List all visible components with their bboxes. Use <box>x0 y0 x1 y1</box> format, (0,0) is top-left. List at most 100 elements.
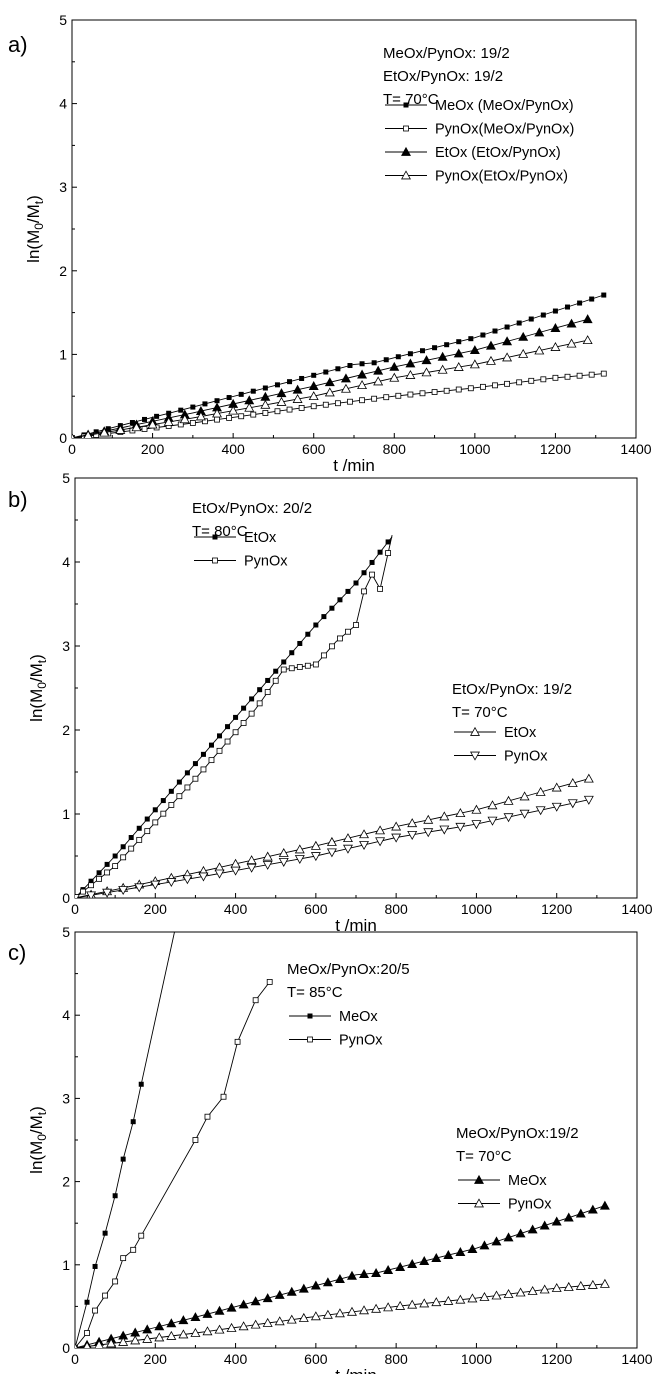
data-point <box>407 818 418 828</box>
data-point <box>212 408 223 418</box>
data-point <box>138 1081 144 1087</box>
legend-1: MeOx/PynOx: 19/2 EtOx/PynOx: 19/2 T= 70°C… <box>383 45 574 185</box>
series-line <box>75 799 589 898</box>
data-point <box>217 733 223 739</box>
data-point <box>80 888 86 895</box>
data-point <box>566 338 577 348</box>
data-point <box>150 880 161 890</box>
data-point <box>296 664 303 670</box>
data-point <box>299 375 305 381</box>
y-axis-label-part: ln(M <box>27 1141 46 1174</box>
data-point <box>72 432 75 438</box>
legend-2: EtOx/PynOx: 19/2 T= 70°C EtOx PynOx <box>452 681 572 765</box>
data-point <box>419 1256 430 1265</box>
data-point <box>534 327 545 337</box>
data-point <box>238 413 245 420</box>
data-point <box>168 802 175 808</box>
data-point <box>551 1216 562 1226</box>
data-point <box>407 830 418 840</box>
data-point <box>551 1282 562 1292</box>
data-point <box>152 819 159 826</box>
data-point <box>112 1193 118 1199</box>
data-point <box>467 1293 478 1303</box>
data-point <box>359 1268 370 1278</box>
data-point <box>228 405 239 415</box>
data-point <box>160 798 166 804</box>
data-point <box>142 1324 153 1334</box>
data-point <box>250 388 256 394</box>
x-axis-label: t /min <box>335 916 377 935</box>
data-point <box>527 1285 538 1295</box>
data-point <box>601 292 607 298</box>
data-point <box>431 1253 442 1262</box>
x-tick-label: 1400 <box>620 441 651 457</box>
data-point <box>310 1311 321 1321</box>
data-point <box>112 863 119 869</box>
data-point <box>176 779 182 785</box>
data-point <box>298 405 305 411</box>
data-point <box>443 1250 454 1259</box>
data-point <box>178 407 184 413</box>
legend-entry-label: MeOx <box>339 1009 378 1025</box>
data-point <box>230 866 241 876</box>
data-point <box>163 416 174 426</box>
data-point <box>518 331 529 341</box>
data-point <box>329 643 335 650</box>
y-tick-label: 4 <box>62 554 70 570</box>
data-point <box>600 370 607 377</box>
y-axis-label-part: ln(M <box>27 689 46 722</box>
data-point <box>250 1296 261 1306</box>
data-point <box>421 367 432 377</box>
data-point <box>469 359 480 369</box>
data-point <box>131 422 142 432</box>
data-point <box>395 1262 406 1271</box>
data-point <box>334 400 341 407</box>
data-point <box>334 1273 345 1283</box>
data-point <box>471 804 482 814</box>
data-point <box>168 788 174 794</box>
data-point <box>129 420 135 426</box>
data-point <box>335 366 341 372</box>
data-point <box>345 628 351 635</box>
y-axis-label-part: ) <box>27 1106 46 1112</box>
data-point <box>324 377 335 387</box>
data-point <box>115 424 126 434</box>
data-point <box>342 833 353 843</box>
data-point <box>337 635 343 642</box>
data-point <box>220 1093 227 1100</box>
data-point <box>278 847 289 857</box>
data-point <box>294 844 305 854</box>
y-tick-label: 5 <box>59 12 67 28</box>
chart-panel-2: b) 0 200 400 600 800 1000 1200 1400 0 1 2 3 4 5 t /min l… <box>8 470 653 935</box>
data-point <box>274 382 280 388</box>
data-point <box>192 761 198 767</box>
y-axis-label-part: /M <box>27 663 46 682</box>
data-point <box>492 382 498 389</box>
data-point <box>313 622 319 628</box>
data-point <box>455 1247 466 1256</box>
x-tick-label: 200 <box>144 901 168 917</box>
data-point <box>272 677 279 684</box>
data-point <box>120 854 127 861</box>
legend-entry-label: EtOx <box>504 725 537 741</box>
data-point <box>534 345 545 355</box>
data-point <box>359 1305 370 1315</box>
x-tick-label: 1000 <box>461 901 492 917</box>
data-point <box>310 852 321 862</box>
y-tick-label: 1 <box>62 1257 70 1273</box>
data-point <box>118 1336 129 1346</box>
data-point <box>112 853 118 859</box>
data-point <box>551 802 562 812</box>
data-point <box>214 1305 225 1315</box>
data-point <box>278 857 289 867</box>
legend-marker <box>470 726 480 736</box>
data-point <box>304 662 311 669</box>
data-point <box>455 808 466 817</box>
data-point <box>308 391 319 401</box>
data-point <box>208 757 215 764</box>
data-point <box>480 332 486 338</box>
data-point <box>599 1200 610 1210</box>
data-point <box>262 851 273 861</box>
data-point <box>539 1284 550 1294</box>
